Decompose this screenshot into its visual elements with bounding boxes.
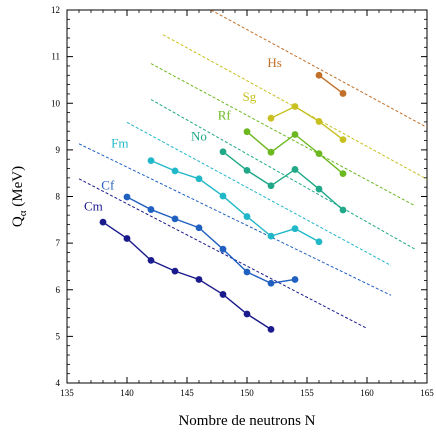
y-tick-label: 8 <box>56 192 61 202</box>
data-point-cm <box>243 310 251 318</box>
y-tick-label: 9 <box>56 145 61 155</box>
y-tick-label: 12 <box>51 5 60 15</box>
data-point-cm <box>195 276 203 283</box>
x-tick-label: 135 <box>60 388 74 398</box>
trend-line-hs <box>210 10 427 128</box>
data-point-fm <box>195 175 203 183</box>
trend-line-fm <box>126 121 392 266</box>
data-point-cf <box>147 206 155 213</box>
data-point-sg <box>291 103 299 110</box>
data-point-cf <box>171 215 179 223</box>
y-tick-label: 5 <box>56 331 61 341</box>
data-point-rf <box>267 148 275 156</box>
x-tick-label: 165 <box>420 388 434 398</box>
x-tick-label: 160 <box>360 388 374 398</box>
data-point-no <box>339 206 347 214</box>
trend-line-cf <box>78 143 392 296</box>
data-point-fm <box>171 167 179 175</box>
data-point-cf <box>267 279 275 287</box>
x-tick-label: 155 <box>300 388 314 398</box>
data-point-no <box>315 185 323 193</box>
data-point-cf <box>219 245 227 253</box>
trend-line-cm <box>78 178 368 329</box>
series-label-cf: Cf <box>101 178 115 193</box>
series-line-no <box>222 151 344 211</box>
data-point-cm <box>147 256 155 264</box>
data-point-hs <box>339 90 347 97</box>
data-point-rf <box>291 131 299 138</box>
y-axis-title-main: Q <box>10 216 26 227</box>
data-point-sg <box>315 118 323 125</box>
data-point-hs <box>315 71 323 79</box>
data-point-sg <box>267 114 275 122</box>
series-line-fm <box>150 159 320 243</box>
data-point-no <box>267 182 275 190</box>
x-tick-label: 150 <box>240 388 254 398</box>
data-point-rf <box>339 170 347 178</box>
series-label-fm: Fm <box>111 136 128 151</box>
data-point-cf <box>291 276 299 283</box>
series-label-rf: Rf <box>218 108 232 123</box>
y-tick-label: 6 <box>56 285 61 295</box>
data-point-cf <box>195 224 203 232</box>
y-axis-title-sub: α <box>17 210 29 216</box>
series-line-sg <box>270 105 344 141</box>
y-tick-label: 7 <box>56 238 61 248</box>
series-label-cm: Cm <box>84 198 103 213</box>
y-tick-label: 10 <box>51 98 61 108</box>
plot-area <box>66 9 428 384</box>
x-tick-label: 140 <box>120 388 134 398</box>
data-point-no <box>243 166 251 174</box>
data-point-rf <box>243 128 251 136</box>
data-point-cm <box>219 291 227 298</box>
data-point-fm <box>267 232 275 240</box>
series-line-hs <box>318 74 344 95</box>
series-line-cf <box>126 196 296 284</box>
data-point-no <box>291 166 299 173</box>
data-point-fm <box>147 157 155 164</box>
plot-frame <box>66 9 428 384</box>
series-label-no: No <box>191 129 207 144</box>
y-tick-label: 11 <box>51 52 60 62</box>
series-line-cm <box>102 221 272 330</box>
data-point-no <box>219 148 227 156</box>
y-axis-title-unit: (MeV) <box>10 166 26 211</box>
data-point-sg <box>339 136 347 144</box>
series-label-sg: Sg <box>243 89 257 104</box>
trend-lines <box>78 10 427 329</box>
data-point-fm <box>219 192 227 200</box>
series-labels: Cm Cf Fm No Rf Sg Hs <box>84 55 282 214</box>
data-point-cf <box>243 268 251 276</box>
x-tick-label: 145 <box>180 388 194 398</box>
data-point-cm <box>267 325 275 333</box>
data-point-cm <box>171 267 179 275</box>
y-tick-label: 4 <box>56 378 61 388</box>
data-point-cf <box>123 193 131 201</box>
data-point-fm <box>291 225 299 233</box>
data-point-fm <box>243 213 251 220</box>
data-point-fm <box>315 238 323 246</box>
series-lines <box>99 71 347 333</box>
trend-line-no <box>150 99 416 250</box>
axis-ticks: 135 140 145 150 155 160 165 4 5 6 7 8 9 10 11 12 <box>51 5 434 398</box>
x-axis-title: Nombre de neutrons N <box>178 413 315 429</box>
data-point-cm <box>99 218 107 226</box>
data-point-rf <box>315 150 323 158</box>
y-axis-title: Qα (MeV) <box>10 166 29 227</box>
data-point-cm <box>123 235 131 242</box>
series-label-hs: Hs <box>267 55 281 70</box>
